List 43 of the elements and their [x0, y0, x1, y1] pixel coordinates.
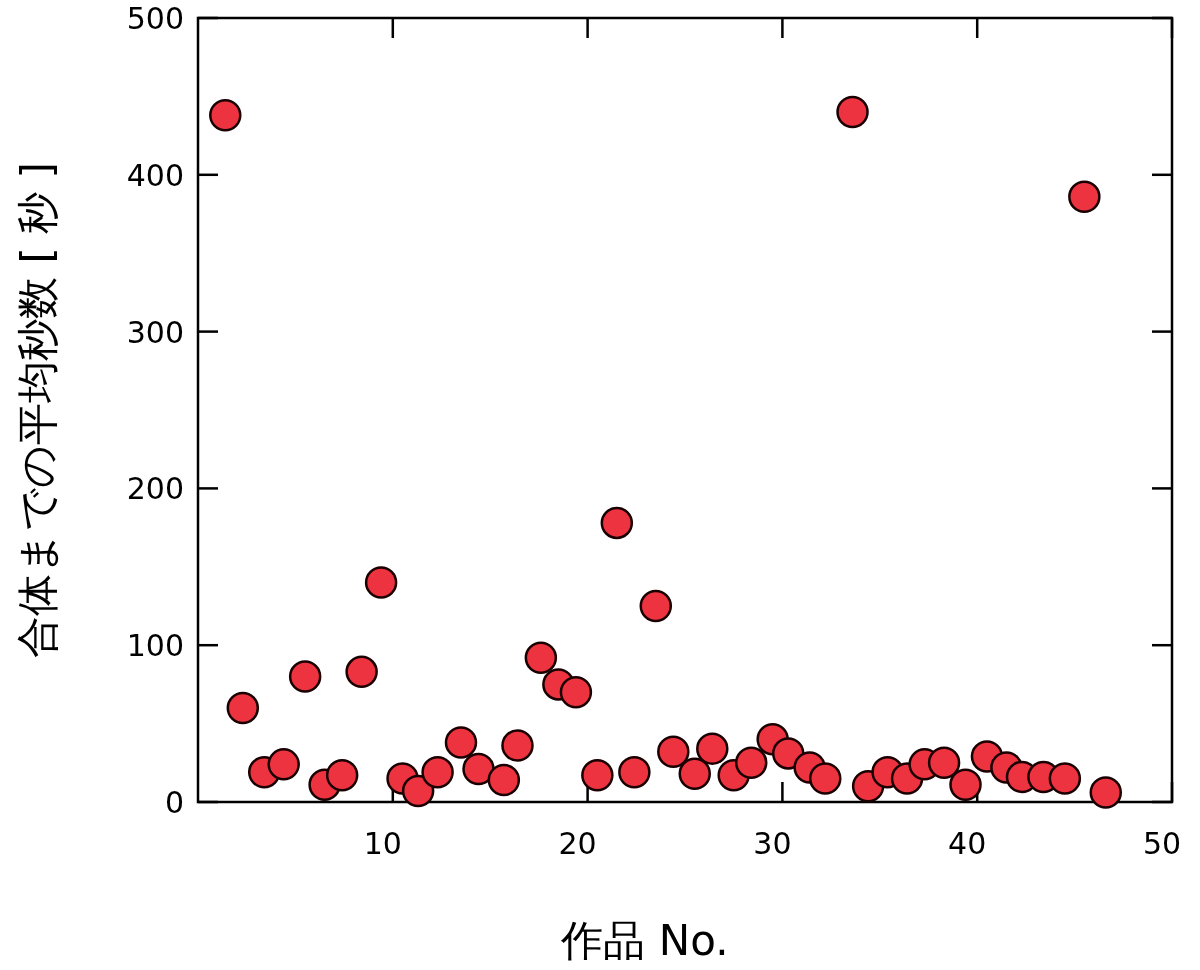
- point: [581, 759, 614, 792]
- point: [657, 735, 690, 769]
- point: [1048, 762, 1082, 795]
- point: [1068, 180, 1101, 213]
- point: [678, 757, 711, 791]
- point: [401, 774, 435, 808]
- x-tick-label: 20: [558, 826, 597, 861]
- point: [809, 762, 842, 795]
- point: [927, 746, 961, 780]
- y-tick-label: 300: [126, 314, 184, 350]
- y-axis-title: 合体までの平均秒数 [ 秒 ]: [13, 162, 62, 658]
- point: [600, 506, 634, 540]
- point: [696, 732, 729, 765]
- x-tick-label: 50: [1142, 826, 1182, 861]
- point: [421, 755, 454, 789]
- y-tick-label: 200: [126, 471, 184, 507]
- point: [734, 746, 768, 780]
- point: [226, 691, 260, 725]
- point: [462, 752, 495, 786]
- point: [524, 641, 558, 674]
- point: [501, 729, 534, 762]
- y-tick-label: 100: [126, 628, 184, 664]
- y-tick-label: 0: [164, 785, 184, 820]
- point: [325, 759, 359, 792]
- point: [444, 726, 478, 759]
- point: [267, 748, 300, 781]
- point: [559, 675, 593, 709]
- y-tick-label: 400: [126, 157, 184, 193]
- point: [639, 589, 673, 623]
- x-tick-label: 10: [363, 826, 402, 861]
- y-tick-label: 500: [126, 1, 184, 36]
- point: [949, 768, 982, 801]
- point: [364, 566, 398, 599]
- point: [288, 660, 322, 693]
- x-axis-title: 作品 No.: [560, 916, 729, 965]
- point: [1089, 776, 1123, 809]
- point: [209, 98, 242, 132]
- x-tick-label: 30: [753, 826, 792, 861]
- point: [836, 95, 869, 129]
- point: [487, 763, 521, 797]
- point: [618, 755, 651, 789]
- point: [345, 655, 378, 689]
- x-tick-label: 40: [948, 826, 987, 861]
